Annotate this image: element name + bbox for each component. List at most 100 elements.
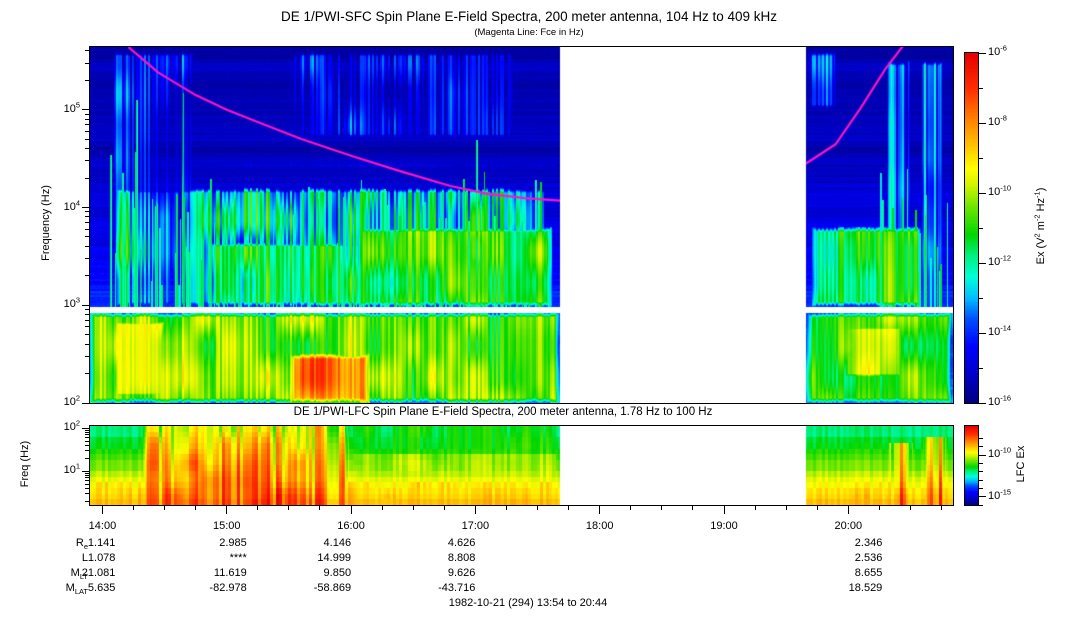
colorbar-minor-tick [979, 504, 983, 506]
x-minor-tick [568, 506, 570, 510]
colorbar-minor-tick [979, 437, 983, 439]
y-minor-tick [85, 258, 90, 260]
y-minor-tick [85, 216, 90, 218]
x-minor-tick [909, 506, 911, 510]
y-tick-label: 104 [63, 197, 80, 213]
x-major-tick [350, 506, 352, 514]
colorbar-tick-label: 10-10 [988, 183, 1012, 198]
colorbar-tick [979, 332, 986, 334]
y-minor-tick [85, 118, 90, 120]
x-tick-label: 20:00 [834, 520, 863, 532]
y-minor-tick [85, 177, 90, 179]
sfc-colorbar-label: Ex (V2 m-2 Hz-1) [1032, 187, 1047, 265]
ephemeris-row-label: Re [75, 537, 88, 552]
x-minor-tick [319, 506, 321, 510]
y-minor-tick [85, 480, 90, 482]
sfc-title: DE 1/PWI-SFC Spin Plane E-Field Spectra,… [281, 9, 777, 24]
ephemeris-value: 9.850 [323, 567, 352, 579]
colorbar-minor-tick [979, 446, 983, 448]
colorbar-minor-tick [979, 367, 983, 369]
lfc-panel-frame [89, 425, 954, 506]
date-range-label: 1982-10-21 (294) 13:54 to 20:44 [448, 597, 608, 609]
y-minor-tick [85, 355, 90, 357]
x-tick-label: 18:00 [585, 520, 614, 532]
y-minor-tick [85, 457, 90, 459]
x-major-tick [101, 506, 103, 514]
ephemeris-row-label: L [81, 552, 88, 564]
x-major-tick [847, 506, 849, 514]
y-minor-tick [85, 319, 90, 321]
ephemeris-value: **** [229, 552, 247, 564]
y-tick-label: 102 [63, 393, 80, 408]
ephemeris-value: 8.808 [447, 552, 476, 564]
colorbar-tick [979, 52, 986, 54]
ephemeris-row-label: MLAT [65, 582, 88, 597]
y-minor-tick [85, 138, 90, 140]
x-tick-label: 14:00 [88, 520, 117, 532]
lfc-title: DE 1/PWI-LFC Spin Plane E-Field Spectra,… [293, 406, 713, 418]
x-minor-tick [443, 506, 445, 510]
y-minor-tick [85, 245, 90, 247]
x-major-tick [226, 506, 228, 514]
x-minor-tick [878, 506, 880, 510]
y-minor-tick [85, 309, 90, 311]
ephemeris-value: 11.619 [213, 567, 247, 579]
colorbar-tick [979, 192, 986, 194]
x-major-tick [599, 506, 601, 514]
y-minor-tick [85, 236, 90, 238]
colorbar-tick [979, 454, 986, 456]
sfc-colorbar-frame [964, 52, 979, 404]
ephemeris-value: 8.655 [854, 567, 883, 579]
colorbar-tick [979, 496, 986, 498]
y-minor-tick [85, 437, 90, 439]
x-minor-tick [537, 506, 539, 510]
ephemeris-value: 18.529 [848, 582, 883, 594]
colorbar-minor-tick [979, 471, 983, 473]
x-minor-tick [164, 506, 166, 510]
x-minor-tick [381, 506, 383, 510]
lfc-spectrogram-canvas [90, 426, 953, 505]
y-tick-label: 101 [63, 461, 80, 477]
y-major-tick [82, 470, 90, 472]
y-minor-tick [85, 472, 90, 474]
ephemeris-value: 4.626 [447, 537, 476, 549]
ephemeris-value: 21.081 [81, 567, 116, 579]
x-minor-tick [505, 506, 507, 510]
y-minor-tick [85, 275, 90, 277]
colorbar-tick [979, 402, 986, 404]
y-minor-tick [85, 477, 90, 479]
x-minor-tick [195, 506, 197, 510]
colorbar-tick [979, 122, 986, 124]
y-minor-tick [85, 429, 90, 431]
y-minor-tick [85, 474, 90, 476]
y-minor-tick [85, 148, 90, 150]
ephemeris-value: -82.978 [209, 582, 247, 594]
lfc-colorbar [965, 426, 978, 505]
y-minor-tick [85, 211, 90, 213]
y-minor-tick [85, 79, 90, 81]
y-tick-label: 105 [63, 100, 80, 115]
y-minor-tick [85, 343, 90, 345]
ephemeris-value: -58.869 [313, 582, 352, 594]
ephemeris-value: 5.635 [87, 582, 116, 594]
y-tick-label: 103 [63, 295, 80, 311]
colorbar-tick-label: 10-16 [988, 393, 1012, 408]
y-minor-tick [85, 130, 90, 132]
x-minor-tick [754, 506, 756, 510]
y-major-tick [82, 402, 90, 404]
ephemeris-row-label: MLT [70, 567, 88, 582]
x-major-tick [723, 506, 725, 514]
x-tick-label: 15:00 [212, 520, 241, 532]
x-tick-label: 17:00 [461, 520, 490, 532]
ephemeris-value: -43.716 [438, 582, 476, 594]
y-major-tick [82, 427, 90, 429]
x-tick-label: 19:00 [710, 520, 738, 532]
x-minor-tick [133, 506, 134, 510]
y-minor-tick [85, 500, 90, 502]
ephemeris-value: 1.078 [87, 552, 116, 564]
x-minor-tick [412, 506, 414, 510]
y-minor-tick [85, 50, 90, 52]
x-minor-tick [630, 506, 632, 510]
colorbar-minor-tick [979, 479, 983, 481]
